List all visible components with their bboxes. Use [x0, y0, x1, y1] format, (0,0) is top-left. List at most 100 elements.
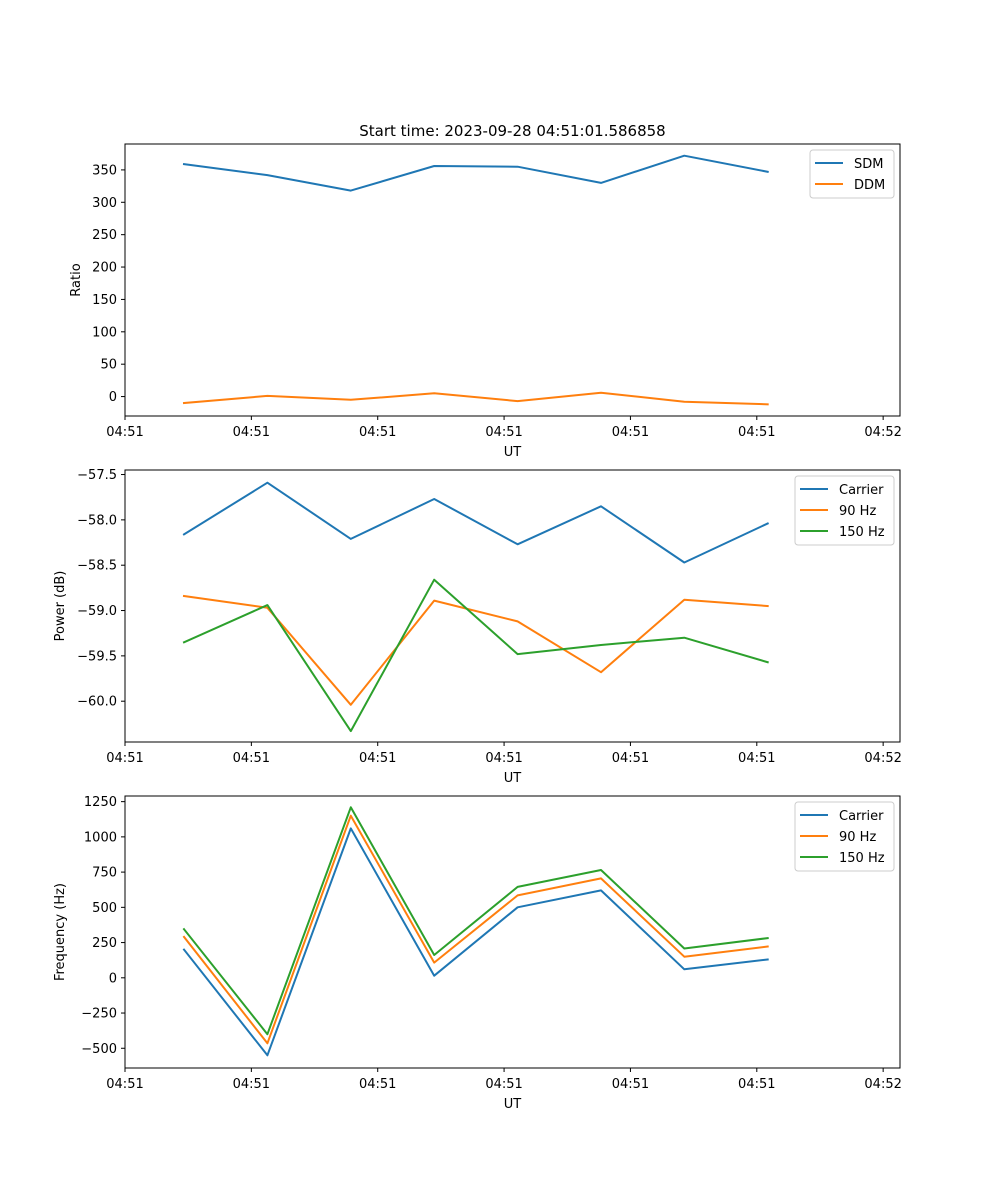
ratio-series-ddm-line — [182, 391, 769, 406]
ratio-ddm-point — [350, 399, 352, 401]
power-xtick-label: 04:52 — [864, 751, 901, 766]
ratio-sdm-point — [600, 182, 602, 184]
power-150-hz-point — [683, 637, 685, 639]
power-150-hz-point — [350, 730, 352, 732]
power-carrier-point — [433, 498, 435, 500]
power-xtick-label: 04:51 — [233, 751, 270, 766]
ratio-ddm-point — [767, 403, 769, 405]
frequency-legend-box — [794, 801, 895, 872]
ratio-xtick-label: 04:52 — [864, 425, 901, 440]
power-panel: 04:51 04:51 04:51 04:51 04:51 04:51 04:52 −60.0… — [53, 468, 902, 786]
frequency-series-carrier-line — [182, 827, 769, 1057]
ratio-xtick-label: 04:51 — [485, 425, 522, 440]
frequency-90-hz-point — [183, 936, 185, 938]
power-ytick-label: −60.0 — [77, 695, 117, 710]
frequency-ytick-label: 250 — [92, 936, 117, 951]
ratio-legend-label-sdm: SDM — [854, 157, 883, 172]
ratio-xtick-label: 04:51 — [233, 425, 270, 440]
frequency-150-hz-point — [266, 1033, 268, 1035]
frequency-90-hz-point — [350, 815, 352, 817]
ratio-xtick-label: 04:51 — [612, 425, 649, 440]
frequency-ytick-label: −500 — [81, 1042, 117, 1057]
frequency-legend-label-150-hz: 150 Hz — [839, 851, 885, 866]
frequency-150-hz-point — [683, 947, 685, 949]
power-carrier-point — [266, 482, 268, 484]
frequency-ytick-label: −250 — [81, 1007, 117, 1022]
power-xtick-label: 04:51 — [738, 751, 775, 766]
frequency-xtick-label: 04:51 — [738, 1077, 775, 1092]
frequency-150-hz-point — [600, 869, 602, 871]
frequency-carrier-point — [767, 958, 769, 960]
power-legend: Carrier 90 Hz 150 Hz — [794, 475, 895, 546]
frequency-xtick-label: 04:52 — [864, 1077, 901, 1092]
frequency-carrier-point — [183, 949, 185, 951]
power-90-hz-point — [683, 599, 685, 601]
frequency-y-axis-label: Frequency (Hz) — [53, 883, 68, 981]
power-series-90-hz-line — [182, 594, 769, 706]
frequency-150-hz-point — [517, 886, 519, 888]
ratio-xtick-label: 04:51 — [359, 425, 396, 440]
frequency-carrier-point — [600, 889, 602, 891]
ratio-ddm-point — [600, 392, 602, 394]
power-series-150-hz-line — [182, 578, 769, 733]
ratio-ytick-label: 250 — [92, 228, 117, 243]
frequency-150-hz-point — [183, 928, 185, 930]
power-150-hz-point — [183, 641, 185, 643]
power-carrier-point — [767, 522, 769, 524]
ratio-legend: SDM DDM — [809, 149, 895, 199]
frequency-xtick-label: 04:51 — [233, 1077, 270, 1092]
power-90-hz-point — [517, 620, 519, 622]
power-150-hz-point — [600, 644, 602, 646]
ratio-ytick-label: 50 — [100, 358, 117, 373]
power-xtick-label: 04:51 — [485, 751, 522, 766]
power-carrier-point — [600, 505, 602, 507]
power-legend-label-90-hz: 90 Hz — [839, 504, 876, 519]
ratio-sdm-point — [266, 174, 268, 176]
ratio-ddm-point — [183, 402, 185, 404]
ratio-sdm-point — [683, 155, 685, 157]
ratio-axes-frame — [124, 143, 901, 417]
frequency-axes-frame — [124, 795, 901, 1069]
ratio-sdm-point — [433, 165, 435, 167]
power-90-hz-point — [266, 607, 268, 609]
frequency-ytick-label: 500 — [92, 901, 117, 916]
frequency-90-hz-point — [266, 1042, 268, 1044]
frequency-series-90-hz-line — [182, 814, 769, 1045]
ratio-ddm-point — [517, 400, 519, 402]
ratio-ytick-label: 100 — [92, 325, 117, 340]
ratio-ddm-point — [266, 395, 268, 397]
frequency-ytick-label: 750 — [92, 866, 117, 881]
power-90-hz-point — [183, 595, 185, 597]
power-150-hz-point — [767, 661, 769, 663]
power-ytick-label: −58.0 — [77, 513, 117, 528]
power-150-hz-point — [266, 604, 268, 606]
power-ytick-label: −57.5 — [77, 468, 117, 483]
ratio-sdm-point — [183, 163, 185, 165]
frequency-carrier-point — [433, 975, 435, 977]
power-150-hz-point — [433, 579, 435, 581]
frequency-legend: Carrier 90 Hz 150 Hz — [794, 801, 895, 872]
frequency-150-hz-point — [433, 954, 435, 956]
frequency-panel: 04:51 04:51 04:51 04:51 04:51 04:51 04:52 −500 −… — [53, 795, 902, 1112]
frequency-x-axis-label: UT — [504, 1097, 522, 1112]
power-carrier-point — [183, 533, 185, 535]
ratio-y-axis-label: Ratio — [69, 263, 84, 296]
ratio-ytick-label: 0 — [109, 390, 117, 405]
figure-title: Start time: 2023-09-28 04:51:01.586858 — [359, 122, 665, 140]
ratio-sdm-point — [767, 171, 769, 173]
frequency-xtick-label: 04:51 — [359, 1077, 396, 1092]
ratio-sdm-point — [350, 190, 352, 192]
power-axes-frame — [124, 469, 901, 743]
power-legend-label-carrier: Carrier — [839, 483, 884, 498]
ratio-ytick-label: 200 — [92, 261, 117, 276]
power-ytick-label: −59.5 — [77, 649, 117, 664]
frequency-carrier-point — [517, 906, 519, 908]
frequency-90-hz-point — [767, 946, 769, 948]
frequency-90-hz-point — [433, 962, 435, 964]
frequency-ytick-label: 0 — [109, 971, 117, 986]
power-90-hz-point — [433, 600, 435, 602]
power-legend-label-150-hz: 150 Hz — [839, 525, 885, 540]
frequency-ytick-label: 1250 — [84, 795, 117, 810]
